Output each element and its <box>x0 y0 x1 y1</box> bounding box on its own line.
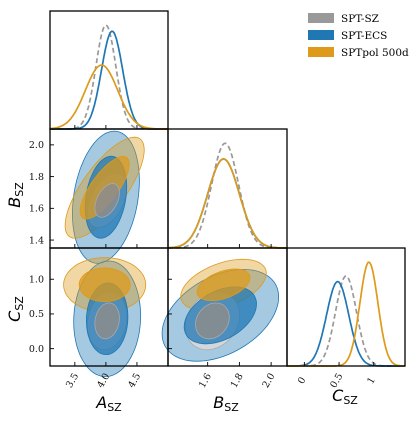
density-curve-spt-ecs-A <box>50 30 168 130</box>
density-curve-spt-ecs-B <box>168 158 287 249</box>
density-curve-sptpol-500d-C <box>287 261 405 367</box>
legend-label-spt-ecs: SPT-ECS <box>341 30 387 42</box>
y-axis-label-B: BSZ <box>5 182 26 208</box>
legend-label-spt-sz: SPT-SZ <box>341 13 379 25</box>
density-curve-spt-sz-B <box>168 142 287 249</box>
contour-inner-spt-sz-AC <box>94 302 120 340</box>
panel-frames <box>49 10 406 367</box>
legend-swatch-spt-ecs <box>308 30 334 40</box>
density-curve-spt-sz-A <box>50 24 168 130</box>
panel-frame-BB <box>167 128 288 249</box>
density-curve-sptpol-500d-B <box>168 158 287 249</box>
x-axis-label-C: CSZ <box>332 386 358 407</box>
contour-inner-sptpol-500d-AC <box>78 267 131 303</box>
x-tick-label-C: 1 <box>365 375 378 386</box>
y-tick-label-B: 2.0 <box>29 140 44 151</box>
legend-label-sptpol-500d: SPTpol 500d <box>341 47 409 59</box>
panel-frame-CC <box>286 247 406 367</box>
legend-swatch-sptpol-500d <box>308 47 334 57</box>
contour-inner-spt-sz-BC <box>195 302 230 340</box>
x-tick-label-A: 4.5 <box>126 371 143 390</box>
x-tick-label-B: 1.6 <box>197 371 214 390</box>
y-tick-label-B: 1.8 <box>29 172 44 183</box>
axis-ticks: 3.5 4.0 4.5 1.6 1.8 2.0 0 0.5 11.41.61.82.00.00.… <box>29 125 378 390</box>
x-tick-label-C: 0 <box>296 375 309 386</box>
y-tick-label-C: 1.0 <box>29 275 44 286</box>
y-tick-label-B: 1.6 <box>29 204 44 215</box>
x-tick-label-B: 2.0 <box>260 371 277 390</box>
y-tick-label-B: 1.4 <box>29 235 44 246</box>
y-tick-label-C: 0.5 <box>29 309 44 320</box>
x-tick-label-B: 1.8 <box>229 371 246 390</box>
x-axis-label-A: ASZ <box>95 393 122 414</box>
legend-swatch-spt-sz <box>308 13 334 23</box>
density-curve-sptpol-500d-A <box>49 64 168 130</box>
contour-inner-sptpol-500d-BC <box>196 268 251 301</box>
y-axis-label-C: CSZ <box>5 296 26 322</box>
contour-fills <box>63 130 279 378</box>
x-axis-label-B: BSZ <box>213 393 239 414</box>
y-tick-label-C: 0.0 <box>29 344 44 355</box>
legend: SPT-SZ SPT-ECS SPTpol 500d <box>308 13 409 59</box>
x-tick-label-A: 3.5 <box>64 371 81 390</box>
contour-inner-spt-sz-AB <box>94 183 120 218</box>
